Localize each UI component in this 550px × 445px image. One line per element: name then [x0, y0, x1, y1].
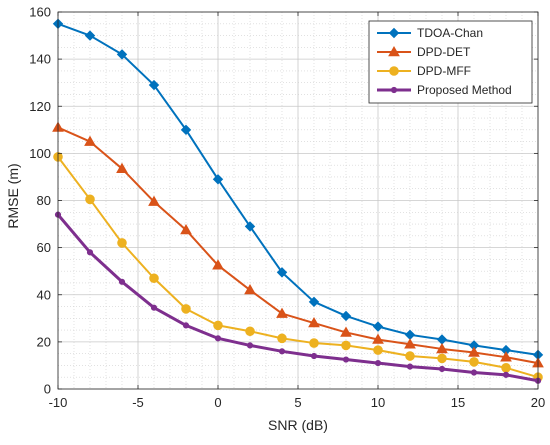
y-tick-label: 100	[29, 146, 51, 161]
x-tick-label: -5	[132, 395, 144, 410]
data-point-proposed-method	[86, 249, 94, 256]
data-point-tdoa-chan	[244, 221, 256, 232]
data-point-tdoa-chan	[212, 174, 224, 185]
data-point-dpd-mff	[277, 333, 287, 344]
data-point-dpd-det	[468, 346, 480, 357]
data-point-tdoa-chan	[180, 124, 192, 136]
series-line-dpd-det	[57, 126, 539, 365]
data-point-proposed-method	[182, 322, 190, 329]
data-point-dpd-mff	[437, 353, 447, 364]
data-point-dpd-det	[116, 162, 128, 173]
data-point-dpd-det	[180, 223, 192, 235]
data-point-dpd-det	[404, 338, 416, 349]
data-point-tdoa-chan	[340, 310, 352, 322]
data-point-proposed-method	[470, 369, 478, 376]
data-point-dpd-det	[372, 333, 384, 344]
x-tick-label: 20	[531, 395, 545, 410]
legend-item-proposed-method: Proposed Method	[377, 83, 512, 97]
data-point-dpd-mff	[373, 345, 383, 355]
data-point-tdoa-chan	[116, 49, 128, 60]
series-line-dpd-mff	[57, 156, 539, 379]
legend-item-tdoa-chan: TDOA-Chan	[377, 26, 483, 40]
data-point-tdoa-chan	[308, 296, 320, 308]
y-tick-label: 160	[29, 5, 51, 20]
data-point-proposed-method	[406, 363, 414, 370]
legend-label: TDOA-Chan	[417, 26, 483, 40]
data-point-dpd-det	[148, 195, 160, 206]
y-tick-label: 120	[29, 99, 51, 114]
data-point-proposed-method	[150, 304, 158, 311]
data-point-dpd-mff	[85, 194, 95, 205]
data-point-tdoa-chan	[372, 321, 384, 332]
data-point-proposed-method	[278, 348, 286, 355]
data-point-dpd-det	[308, 317, 320, 328]
data-point-dpd-mff	[405, 351, 415, 361]
legend: TDOA-Chan DPD-DET DPD-MFF Proposed Method	[368, 20, 533, 104]
series-proposed-method	[54, 211, 542, 384]
data-point-dpd-det	[276, 307, 288, 318]
legend-item-dpd-mff: DPD-MFF	[377, 64, 471, 78]
legend-label: Proposed Method	[417, 83, 512, 97]
data-point-tdoa-chan	[276, 267, 288, 278]
data-point-dpd-mff	[245, 326, 255, 337]
data-point-proposed-method	[310, 352, 318, 360]
y-tick-label: 60	[37, 240, 51, 255]
data-point-proposed-method	[246, 342, 254, 349]
y-tick-label: 80	[37, 193, 51, 208]
data-point-dpd-det	[436, 342, 448, 354]
data-point-dpd-mff	[309, 338, 319, 348]
y-tick-label: 0	[44, 382, 51, 397]
x-tick-label: 15	[451, 395, 465, 410]
legend-item-dpd-det: DPD-DET	[377, 45, 471, 59]
data-point-dpd-mff	[181, 304, 191, 314]
series-line-tdoa-chan	[57, 22, 539, 356]
data-point-dpd-det	[500, 351, 512, 362]
x-axis-label: SNR (dB)	[268, 417, 328, 433]
x-tick-label: -10	[49, 395, 68, 410]
y-tick-label: 20	[37, 334, 51, 349]
y-tick-label: 40	[37, 287, 51, 302]
data-point-proposed-method	[214, 335, 222, 342]
legend-label: DPD-MFF	[417, 64, 471, 78]
data-point-dpd-det	[212, 259, 224, 270]
y-tick-label: 140	[29, 52, 51, 67]
series-dpd-det	[52, 121, 544, 368]
series-group	[52, 18, 544, 384]
series-dpd-mff	[53, 152, 543, 383]
data-point-dpd-mff	[117, 238, 127, 248]
data-point-proposed-method	[118, 278, 126, 285]
legend-marker	[388, 27, 400, 39]
data-point-proposed-method	[438, 365, 446, 373]
x-tick-label: 0	[214, 395, 221, 410]
data-point-dpd-mff	[341, 340, 351, 351]
x-tick-label: 10	[371, 395, 385, 410]
data-point-tdoa-chan	[148, 79, 160, 91]
data-point-dpd-det	[244, 284, 256, 295]
legend-marker	[389, 66, 399, 76]
x-tick-label: 5	[294, 395, 301, 410]
legend-marker	[390, 86, 398, 94]
legend-marker	[388, 45, 400, 57]
y-axis-label: RMSE (m)	[5, 163, 21, 228]
data-point-dpd-mff	[469, 357, 479, 367]
legend-label: DPD-DET	[417, 45, 471, 59]
data-point-proposed-method	[374, 359, 382, 367]
data-point-dpd-mff	[501, 362, 511, 373]
data-point-proposed-method	[502, 371, 510, 378]
data-point-dpd-det	[84, 135, 96, 146]
data-point-dpd-mff	[149, 273, 159, 284]
data-point-proposed-method	[342, 356, 350, 363]
series-tdoa-chan	[52, 18, 544, 361]
data-point-dpd-det	[340, 326, 352, 337]
data-point-dpd-mff	[213, 320, 223, 331]
data-point-tdoa-chan	[84, 30, 96, 41]
series-line-proposed-method	[56, 213, 539, 383]
